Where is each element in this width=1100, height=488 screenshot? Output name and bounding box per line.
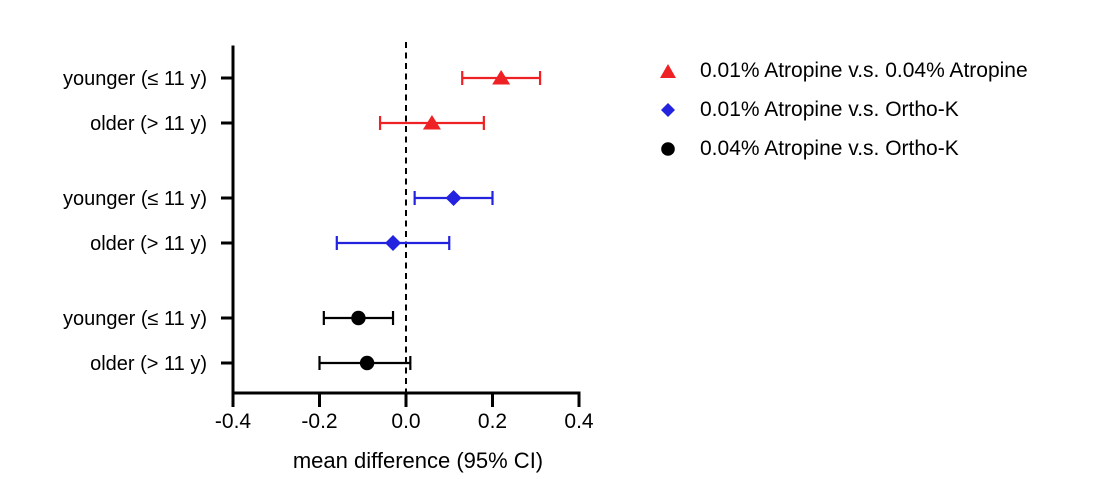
y-tick-label: older (> 11 y) [90,113,207,135]
x-tick-label: 0.0 [391,410,420,433]
x-tick-label: -0.2 [301,410,337,433]
x-axis-label: mean difference (95% CI) [293,448,543,473]
x-tick-label: 0.2 [478,410,507,433]
data-marker [359,355,375,371]
y-tick-label: younger (≤ 11 y) [63,68,207,90]
legend-item: 0.01% Atropine v.s. 0.04% Atropine [659,51,1028,90]
data-marker [351,310,366,326]
legend-item-label: 0.01% Atropine v.s. Ortho-K [700,97,959,121]
y-tick-label: older (> 11 y) [90,353,207,375]
x-tick-label: -0.4 [215,410,252,433]
data-marker [422,115,441,130]
data-marker [445,190,462,206]
x-tick-label: 0.4 [564,410,594,433]
legend-item-label: 0.04% Atropine v.s. Ortho-K [700,136,959,160]
data-marker [492,70,511,85]
y-tick-label: younger (≤ 11 y) [63,188,207,210]
circle-icon [659,141,677,157]
legend-item-label: 0.01% Atropine v.s. 0.04% Atropine [700,58,1028,82]
legend-item: 0.01% Atropine v.s. Ortho-K [659,90,1028,129]
triangle-icon [659,63,677,79]
legend-item: 0.04% Atropine v.s. Ortho-K [659,129,1028,168]
data-marker [385,235,402,251]
y-tick-label: younger (≤ 11 y) [63,308,207,330]
y-tick-label: older (> 11 y) [90,233,207,255]
diamond-icon [659,102,677,118]
legend: 0.01% Atropine v.s. 0.04% Atropine 0.01%… [659,51,1028,168]
